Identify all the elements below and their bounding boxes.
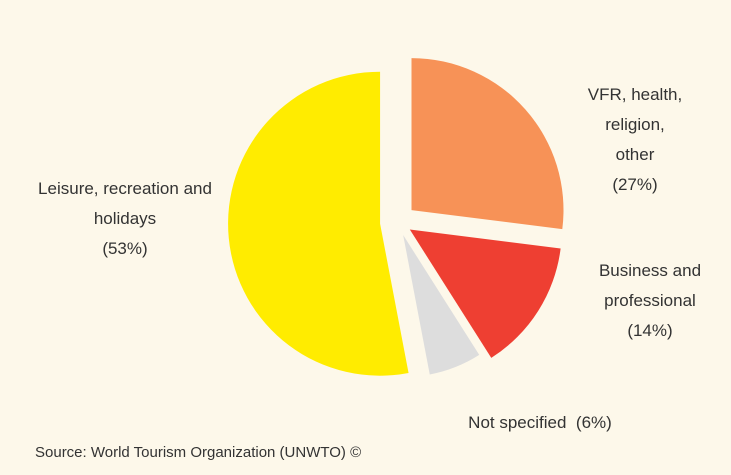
slice-label: Business and professional (14%) bbox=[580, 256, 720, 346]
value-label: (14%) bbox=[627, 321, 673, 340]
value-label: (53%) bbox=[102, 239, 148, 258]
pie-slice bbox=[409, 229, 561, 358]
category-label: Business and professional bbox=[598, 261, 702, 310]
value-label: (27%) bbox=[612, 175, 658, 194]
category-label: Not specified bbox=[468, 413, 567, 432]
source: Source: World Tourism Organization (UNWT… bbox=[35, 444, 362, 461]
category-label: VFR, health, religion, other bbox=[587, 85, 683, 164]
slice-label: Leisure, recreation and holidays (53%) bbox=[35, 174, 215, 264]
slice-label: Not specified (6%) bbox=[440, 408, 640, 438]
category-label: Leisure, recreation and holidays bbox=[38, 179, 212, 228]
pie-slice bbox=[403, 235, 480, 375]
slice-label: VFR, health, religion, other (27%) bbox=[585, 80, 685, 200]
pie-slice bbox=[411, 58, 564, 230]
value-label: (6%) bbox=[575, 413, 612, 432]
pie-slice bbox=[228, 71, 409, 376]
